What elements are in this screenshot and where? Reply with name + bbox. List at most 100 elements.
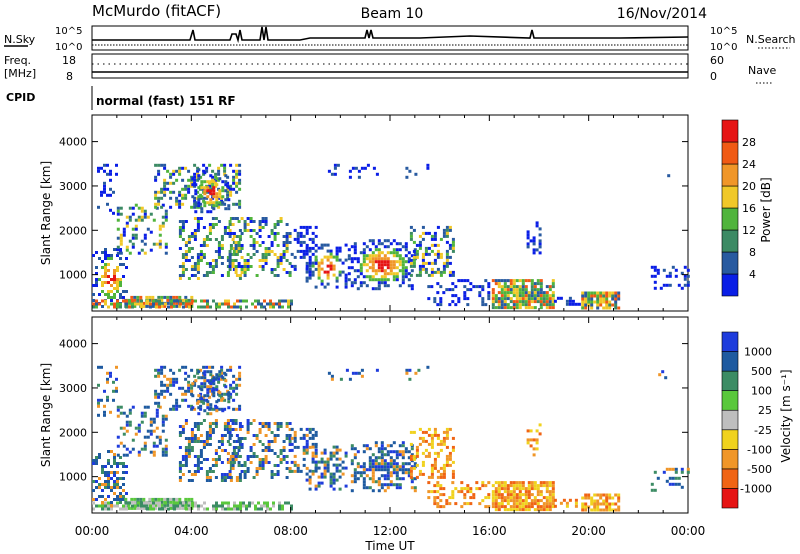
range-cell (518, 300, 522, 304)
range-cell (329, 252, 333, 256)
range-cell (166, 298, 170, 302)
range-cell (497, 508, 501, 512)
range-cell (130, 506, 134, 510)
range-cell (125, 248, 129, 252)
range-cell (220, 365, 224, 369)
range-cell (193, 229, 197, 232)
range-cell (305, 276, 309, 280)
range-cell (264, 455, 268, 458)
range-cell (605, 297, 609, 301)
range-cell (190, 247, 194, 250)
range-cell (261, 241, 265, 244)
range-cell (258, 431, 262, 434)
range-cell (220, 476, 224, 479)
range-cell (131, 233, 135, 237)
range-cell (119, 233, 123, 237)
range-cell (199, 461, 203, 464)
range-cell (140, 420, 144, 424)
range-cell (154, 193, 158, 197)
range-cell (221, 195, 225, 199)
range-cell (273, 440, 277, 443)
range-cell (143, 209, 147, 213)
range-cell (448, 303, 452, 307)
range-cell (460, 279, 464, 283)
range-cell (424, 270, 428, 274)
range-cell (436, 436, 440, 440)
range-cell (97, 383, 100, 387)
range-cell (116, 480, 119, 483)
range-cell (152, 420, 156, 424)
range-cell (374, 287, 378, 291)
range-cell (197, 305, 200, 309)
range-cell (231, 238, 235, 241)
range-cell (115, 389, 118, 393)
range-cell (178, 368, 182, 372)
range-cell (193, 268, 197, 271)
range-cell (155, 444, 159, 448)
range-cell (184, 437, 188, 440)
range-cell (611, 297, 615, 301)
range-cell (362, 257, 366, 261)
range-cell (548, 306, 552, 310)
range-cell (226, 461, 230, 464)
range-cell (326, 469, 330, 473)
range-cell (154, 392, 158, 396)
range-cell (178, 425, 182, 428)
range-cell (386, 468, 390, 472)
range-cell (332, 475, 336, 479)
range-cell (536, 484, 540, 488)
range-cell (401, 450, 405, 454)
range-cell (323, 451, 327, 455)
range-cell (217, 247, 221, 250)
range-cell (302, 255, 306, 259)
range-cell (481, 297, 485, 301)
range-cell (196, 470, 200, 473)
range-cell (179, 302, 182, 306)
range-cell (184, 259, 188, 262)
range-cell (503, 297, 507, 301)
range-cell (116, 501, 119, 505)
range-cell (261, 461, 265, 464)
range-cell (229, 395, 233, 399)
range-cell (119, 486, 122, 489)
range-cell (175, 178, 179, 182)
range-cell (122, 275, 125, 278)
range-cell (539, 508, 543, 512)
power-scatter (92, 163, 690, 310)
range-cell (535, 429, 539, 433)
range-cell (154, 163, 158, 167)
range-cell (590, 303, 594, 307)
range-cell (494, 502, 498, 506)
y-tick-label: 1000 (59, 269, 87, 282)
range-cell (217, 253, 221, 256)
range-cell (353, 456, 357, 460)
range-cell (412, 228, 416, 232)
range-cell (228, 235, 232, 238)
range-cell (279, 259, 283, 262)
range-cell (249, 235, 253, 238)
range-cell (116, 287, 119, 290)
range-cell (205, 473, 209, 476)
range-cell (109, 371, 112, 375)
range-cell (181, 220, 185, 223)
range-cell (451, 460, 455, 464)
range-cell (220, 398, 224, 402)
range-cell (404, 266, 408, 270)
range-cell (404, 254, 408, 258)
nave-label: Nave (748, 64, 776, 77)
range-cell (155, 242, 159, 246)
range-cell (103, 413, 106, 417)
range-cell (288, 422, 292, 425)
range-cell (206, 370, 210, 374)
colorbar-tick-label: 20 (742, 180, 756, 193)
range-cell (404, 471, 408, 475)
range-cell (506, 502, 510, 506)
range-cell (587, 493, 591, 497)
range-cell (317, 264, 321, 268)
range-cell (267, 443, 271, 446)
range-cell (202, 241, 206, 244)
range-cell (98, 278, 101, 281)
range-cell (197, 204, 201, 208)
range-cell (386, 483, 390, 487)
range-cell (131, 504, 134, 508)
